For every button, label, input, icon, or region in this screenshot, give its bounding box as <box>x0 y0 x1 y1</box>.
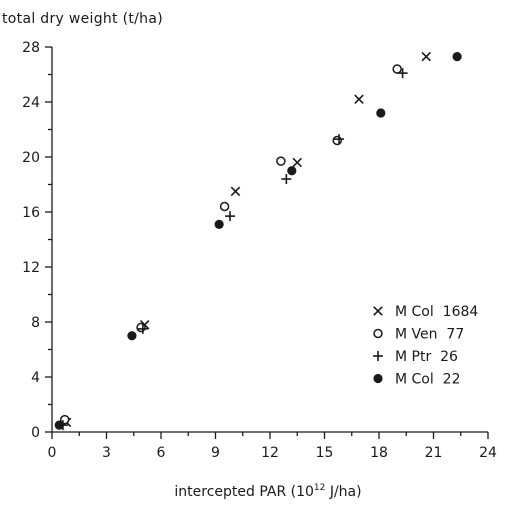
y-tick-label: 24 <box>22 95 40 111</box>
data-point-filled-circle <box>214 219 224 229</box>
axes: 0 3 6 9 12 15 18 21 24 0 4 8 12 16 20 24 28 <box>22 40 497 461</box>
legend-label: M Ven 77 <box>395 327 464 343</box>
data-point-filled-circle <box>287 166 297 176</box>
data-point-x <box>421 51 431 62</box>
data-point-plus <box>281 174 292 184</box>
legend-marker-open-circle <box>373 328 383 339</box>
y-tick-label: 16 <box>22 205 40 221</box>
data-point-x <box>230 186 241 197</box>
data-point-open-circle <box>392 64 402 74</box>
legend-marker-plus <box>373 351 383 361</box>
x-tick-label: 15 <box>316 445 334 461</box>
x-tick-label: 24 <box>479 445 497 461</box>
x-tick-label: 0 <box>48 445 57 461</box>
data-point-plus <box>225 211 236 222</box>
data-point-filled-circle <box>127 331 137 341</box>
legend-marker-x <box>373 306 383 316</box>
legend: M Col 1684 M Ven 77 M Ptr 26 M Col 22 <box>373 304 478 388</box>
legend-label: M Ptr 26 <box>395 349 458 365</box>
data-point-plus <box>334 134 345 145</box>
y-tick-label: 8 <box>31 315 40 331</box>
legend-label: M Col 22 <box>395 372 460 388</box>
data-point-open-circle <box>332 135 342 146</box>
data-point-open-circle <box>219 201 230 212</box>
data-point-filled-circle <box>376 108 386 118</box>
y-tick-label: 20 <box>22 150 40 166</box>
data-point-plus <box>397 68 408 79</box>
data-markers <box>54 51 462 431</box>
data-point-x <box>292 157 303 168</box>
y-axis-label: total dry weight (t/ha) <box>2 11 163 27</box>
x-tick-label: 21 <box>425 445 443 461</box>
x-axis-label: intercepted PAR (1012 J/ha) <box>174 483 361 500</box>
data-point-plus <box>137 323 148 334</box>
y-tick-label: 0 <box>31 425 40 441</box>
data-point-filled-circle <box>452 52 462 62</box>
x-tick-label: 6 <box>157 445 166 461</box>
data-point-filled-circle <box>54 420 64 430</box>
legend-label: M Col 1684 <box>395 304 478 320</box>
data-point-open-circle <box>136 322 146 333</box>
x-tick-label: 9 <box>211 445 220 461</box>
data-point-x <box>354 94 364 105</box>
x-tick-label: 12 <box>261 445 279 461</box>
y-tick-label: 28 <box>22 40 40 56</box>
legend-marker-filled-circle <box>373 373 383 384</box>
y-tick-label: 12 <box>22 260 40 276</box>
data-point-open-circle <box>276 156 286 166</box>
x-tick-label: 3 <box>102 445 111 461</box>
y-tick-label: 4 <box>31 370 40 386</box>
x-tick-label: 18 <box>370 445 388 461</box>
